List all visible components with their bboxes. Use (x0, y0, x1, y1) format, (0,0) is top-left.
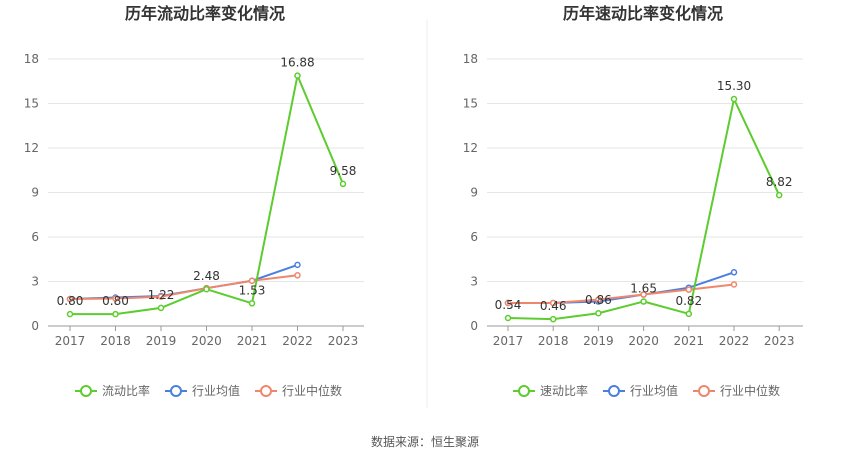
chart-current-ratio: 历年流动比率变化情况 0 3 6 9 12 15 18 2017 2018 2019 2020 2021… (24, 4, 364, 398)
data-point-main[interactable] (339, 180, 347, 188)
legend-marker-icon (698, 385, 710, 397)
data-label: 8.82 (766, 175, 793, 189)
x-tick-label: 2018 (538, 334, 569, 348)
x-tick-label: 2023 (764, 334, 795, 348)
x-tick-label: 2018 (100, 334, 131, 348)
legend-marker-icon (80, 385, 92, 397)
data-point-main[interactable] (66, 310, 74, 318)
data-label: 0.54 (495, 298, 522, 312)
y-tick-label: 15 (24, 97, 39, 111)
x-tick-label: 2017 (493, 334, 524, 348)
chart-title: 历年速动比率变化情况 (563, 4, 723, 23)
data-label: 0.86 (585, 293, 612, 307)
y-tick-label: 15 (463, 97, 478, 111)
legend-label: 行业中位数 (720, 383, 780, 398)
legend-marker-icon (170, 385, 182, 397)
x-tick-label: 2021 (237, 334, 268, 348)
data-point-main[interactable] (775, 191, 783, 199)
data-label: 1.65 (630, 282, 657, 296)
data-point-main[interactable] (504, 314, 512, 322)
x-tick-label: 2022 (282, 334, 313, 348)
data-point-industry_median[interactable] (248, 277, 256, 285)
data-label: 16.88 (280, 56, 314, 70)
data-label: 1.53 (239, 283, 266, 297)
data-point-main[interactable] (203, 285, 210, 293)
data-point-industry_median[interactable] (640, 291, 647, 298)
x-tick-label: 2022 (719, 334, 750, 348)
chart-quick-ratio: 历年速动比率变化情况 0 3 6 9 12 15 18 2017 2018 2019 2020 2021… (463, 4, 803, 398)
legend-item-industry_avg[interactable]: 行业均值 (165, 383, 240, 398)
data-label: 9.58 (330, 164, 357, 178)
x-tick-label: 2021 (674, 334, 705, 348)
y-tick-label: 9 (31, 186, 39, 200)
chart-title: 历年流动比率变化情况 (125, 4, 285, 23)
legend-label: 速动比率 (540, 383, 588, 398)
x-tick-label: 2019 (146, 334, 177, 348)
data-label: 2.48 (193, 269, 220, 283)
data-label: 15.30 (717, 79, 751, 93)
legend-item-main[interactable]: 流动比率 (75, 383, 150, 398)
legend-label: 流动比率 (102, 383, 150, 398)
data-point-main[interactable] (595, 309, 602, 317)
data-point-main[interactable] (112, 310, 119, 318)
legend-label: 行业均值 (192, 383, 240, 398)
y-tick-label: 3 (31, 275, 39, 289)
y-tick-label: 6 (31, 230, 39, 244)
data-label: 0.82 (675, 294, 702, 308)
data-point-industry_median[interactable] (504, 299, 512, 307)
legend-label: 行业均值 (630, 383, 678, 398)
x-tick-label: 2020 (191, 334, 222, 348)
data-point-industry_median[interactable] (730, 281, 738, 288)
data-point-main[interactable] (248, 300, 256, 307)
y-tick-label: 9 (470, 186, 478, 200)
x-tick-label: 2020 (628, 334, 659, 348)
legend-marker-icon (518, 385, 530, 397)
data-point-main[interactable] (157, 304, 165, 312)
data-point-industry_median[interactable] (549, 299, 557, 307)
legend-item-industry_median[interactable]: 行业中位数 (693, 383, 780, 398)
y-tick-label: 12 (463, 141, 478, 155)
series-line-industry_median (508, 283, 735, 305)
data-point-main[interactable] (685, 310, 693, 318)
data-point-industry_median[interactable] (112, 295, 119, 302)
legend-item-industry_avg[interactable]: 行业均值 (603, 383, 678, 398)
y-tick-label: 6 (470, 230, 478, 244)
legend-label: 行业中位数 (282, 383, 342, 398)
x-tick-label: 2017 (55, 334, 86, 348)
data-point-industry_median[interactable] (157, 293, 165, 300)
source-note: 数据来源：恒生聚源 (371, 434, 479, 449)
data-point-industry_median[interactable] (66, 295, 74, 303)
data-label: 0.80 (57, 294, 84, 308)
data-label: 0.46 (540, 299, 567, 313)
data-point-industry_avg[interactable] (730, 269, 738, 276)
legend-item-main[interactable]: 速动比率 (513, 383, 588, 398)
legend-marker-icon (608, 385, 620, 397)
data-point-industry_avg[interactable] (294, 261, 301, 269)
y-tick-label: 12 (24, 141, 39, 155)
data-point-industry_median[interactable] (685, 286, 693, 293)
x-tick-label: 2023 (328, 334, 359, 348)
y-tick-label: 3 (470, 275, 478, 289)
data-point-main[interactable] (640, 298, 647, 305)
data-point-main[interactable] (549, 315, 557, 323)
series-line-industry_median (69, 274, 298, 301)
data-label: 0.80 (102, 294, 129, 308)
legend-item-industry_median[interactable]: 行业中位数 (255, 383, 342, 398)
data-point-main[interactable] (730, 95, 738, 103)
data-label: 1.22 (148, 288, 175, 302)
legend-marker-icon (260, 385, 272, 397)
y-tick-label: 18 (463, 52, 478, 66)
x-tick-label: 2019 (583, 334, 614, 348)
data-point-industry_median[interactable] (294, 272, 301, 279)
y-tick-label: 18 (24, 52, 39, 66)
y-tick-label: 0 (31, 319, 39, 333)
data-point-industry_median[interactable] (595, 296, 602, 303)
data-point-main[interactable] (294, 72, 301, 79)
y-tick-label: 0 (470, 319, 478, 333)
